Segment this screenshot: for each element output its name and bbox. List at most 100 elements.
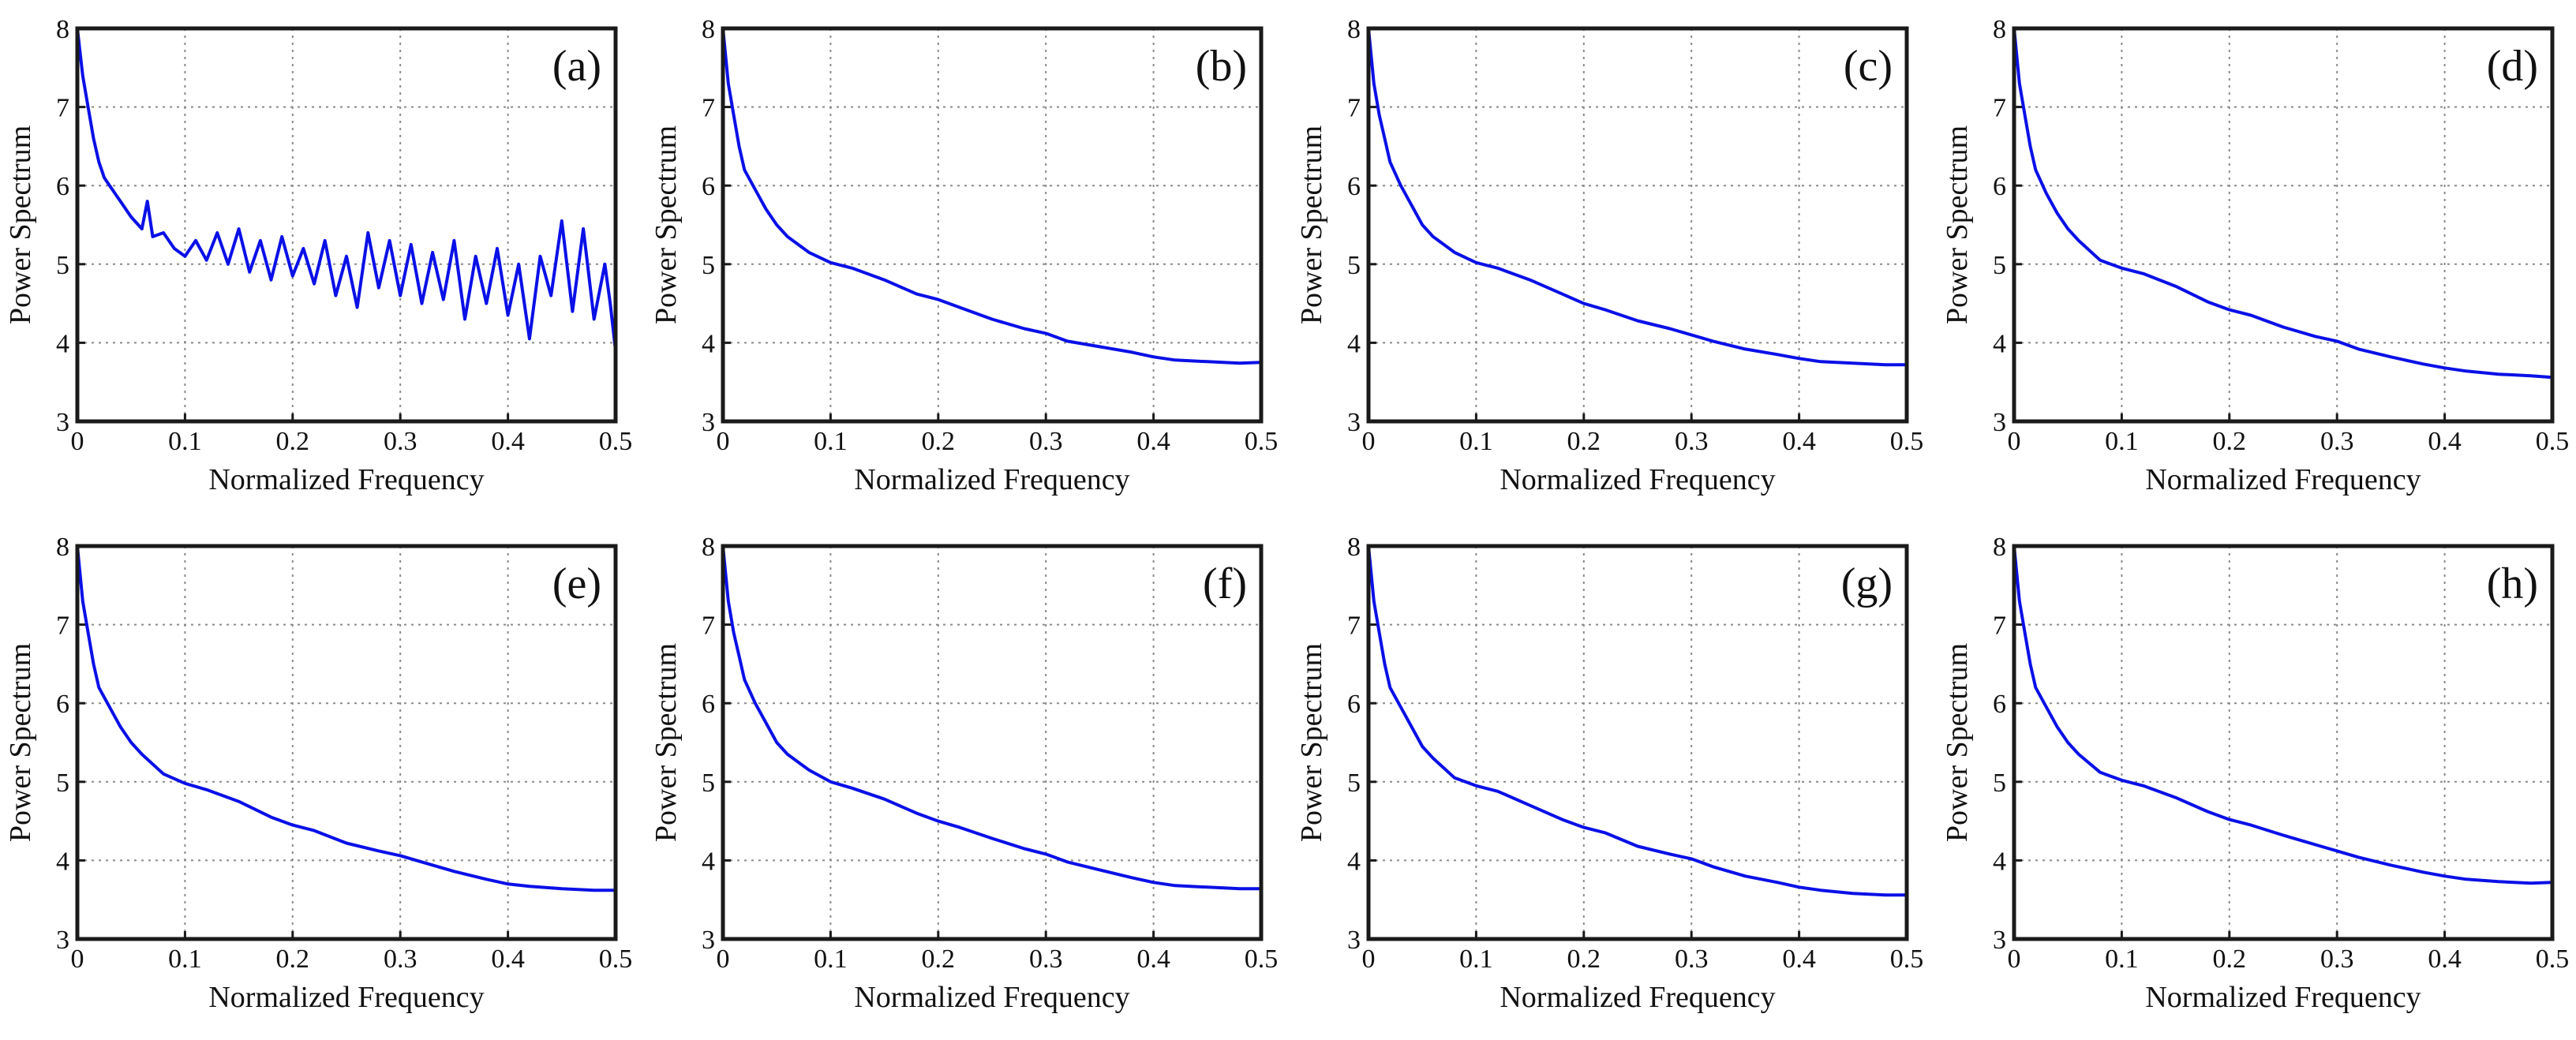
y-tick-label: 3 [1347,926,1361,955]
y-tick-label: 5 [1347,251,1361,280]
x-tick-label: 0.1 [168,945,202,974]
chart-panel: 0 0.1 0.2 0.3 0.4 0.5 3 4 5 6 7 8 Normalized Frequen… [650,533,1278,1014]
y-axis-label: Power Spectrum [1941,643,1974,842]
y-tick-label: 3 [1347,408,1361,437]
y-tick-label: 4 [1993,847,2006,876]
chart-panel: 0 0.1 0.2 0.3 0.4 0.5 3 4 5 6 7 8 Normalized Frequen… [1941,15,2569,496]
x-axis-label: Normalized Frequency [1500,463,1775,496]
x-tick-label: 0.2 [2213,945,2247,974]
y-tick-label: 7 [1347,94,1361,123]
x-axis-label: Normalized Frequency [2145,463,2421,496]
y-tick-label: 4 [1347,329,1361,358]
y-tick-label: 8 [1347,533,1361,562]
spectrum-line [721,544,1263,891]
y-tick-label: 4 [702,847,715,876]
x-tick-label: 0.4 [1782,427,1816,456]
y-tick-label: 3 [702,408,715,437]
x-tick-label: 0.1 [814,427,848,456]
y-tick-label: 8 [702,533,715,562]
axes-frame [1366,544,1909,941]
y-axis-label: Power Spectrum [1941,125,1974,324]
panel-label: (c) [1844,42,1893,91]
x-tick-label: 0 [717,945,730,974]
spectrum-line [2012,544,2554,885]
spectrum-line [76,544,617,892]
axes-frame [75,26,618,424]
x-tick-label: 0.1 [814,945,848,974]
x-tick-label: 0.3 [1029,427,1063,456]
x-tick-label: 0.1 [2105,945,2139,974]
x-tick-label: 0.4 [491,427,525,456]
y-tick-label: 7 [56,612,69,641]
y-tick-label: 5 [1993,769,2006,798]
y-tick-label: 6 [56,690,69,719]
x-tick-label: 0 [1362,427,1376,456]
x-tick-label: 0.5 [1890,427,1924,456]
x-tick-label: 0.3 [1675,427,1709,456]
y-tick-label: 3 [1993,408,2006,437]
panel-label: (b) [1196,42,1247,91]
x-tick-label: 0.1 [2105,427,2139,456]
y-tick-label: 6 [1347,172,1361,201]
x-tick-label: 0.3 [2320,427,2354,456]
x-tick-label: 0.2 [1567,427,1601,456]
x-tick-label: 0.1 [168,427,202,456]
chart-panel: 0 0.1 0.2 0.3 0.4 0.5 3 4 5 6 7 8 Normalized Frequen… [1941,533,2569,1014]
y-tick-label: 6 [1993,172,2006,201]
y-axis-label: Power Spectrum [1295,125,1328,324]
y-axis-label: Power Spectrum [650,643,683,842]
spectrum-line [2012,27,2554,380]
x-tick-label: 0.5 [1890,945,1924,974]
y-tick-label: 6 [702,690,715,719]
y-tick-label: 8 [56,15,69,44]
y-tick-label: 3 [702,926,715,955]
x-tick-label: 0.2 [276,427,310,456]
x-tick-label: 0.2 [922,945,956,974]
spectrum-line [1367,27,1908,367]
x-tick-label: 0 [2008,427,2021,456]
x-tick-label: 0 [717,427,730,456]
y-tick-label: 4 [702,329,715,358]
x-tick-label: 0 [2008,945,2021,974]
panel-label: (a) [552,42,601,91]
y-tick-label: 4 [1347,847,1361,876]
x-tick-label: 0.3 [1029,945,1063,974]
x-axis-label: Normalized Frequency [208,463,484,496]
y-tick-label: 7 [1993,94,2006,123]
axes-frame [1366,26,1909,424]
panel-label: (g) [1841,559,1893,608]
y-tick-label: 8 [56,533,69,562]
x-axis-label: Normalized Frequency [2145,981,2421,1014]
x-axis-label: Normalized Frequency [854,981,1129,1014]
y-tick-label: 7 [702,612,715,641]
y-tick-label: 8 [1993,533,2006,562]
y-axis-label: Power Spectrum [1295,643,1328,842]
chart-panel: 0 0.1 0.2 0.3 0.4 0.5 3 4 5 6 7 8 Normalized Frequen… [650,15,1278,496]
chart-panel: 0 0.1 0.2 0.3 0.4 0.5 3 4 5 6 7 8 Normalized Frequen… [4,15,632,496]
x-tick-label: 0.3 [384,427,417,456]
x-tick-label: 0.5 [1245,427,1279,456]
x-axis-label: Normalized Frequency [208,981,484,1014]
spectrum-line [76,27,617,353]
x-tick-label: 0.3 [384,945,417,974]
y-tick-label: 6 [56,172,69,201]
x-tick-label: 0.2 [276,945,310,974]
x-tick-label: 0.5 [1245,945,1279,974]
x-tick-label: 0.5 [599,945,633,974]
axes-frame [2012,544,2555,941]
x-tick-label: 0.4 [491,945,525,974]
x-tick-label: 0.4 [1136,427,1170,456]
y-axis-label: Power Spectrum [4,125,37,324]
panel-label: (e) [552,559,601,608]
panel-label: (d) [2487,42,2538,91]
y-tick-label: 4 [1993,329,2006,358]
y-tick-label: 5 [1347,769,1361,798]
y-tick-label: 4 [56,329,69,358]
spectrum-line [1367,544,1908,897]
x-tick-label: 0.4 [1782,945,1816,974]
y-tick-label: 6 [702,172,715,201]
y-tick-label: 5 [702,769,715,798]
y-tick-label: 6 [1347,690,1361,719]
axes-frame [721,544,1264,941]
